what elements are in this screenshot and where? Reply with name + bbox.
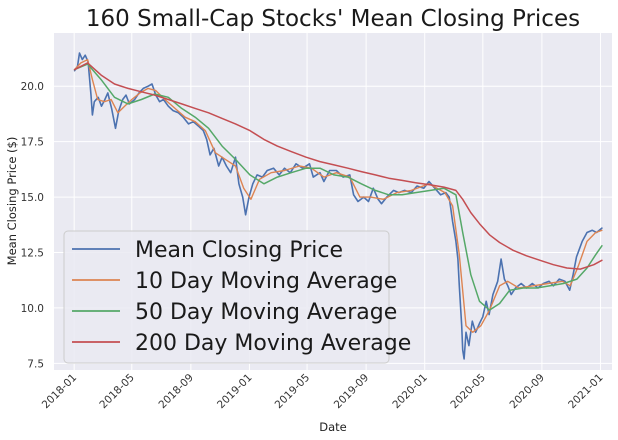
y-tick-label: 10.0 [21, 303, 44, 315]
legend-label-1: Mean Closing Price [135, 238, 343, 263]
series-line-3 [73, 63, 603, 311]
series-lines [73, 52, 603, 360]
x-tick-labels: 2018-01 2018-05 2018-09 2019-01 2019-05 2019-… [40, 372, 606, 412]
x-tick-label: 2019-01 [215, 372, 255, 412]
x-tick-label: 2020-01 [390, 372, 430, 412]
y-tick-label: 12.5 [21, 247, 44, 259]
x-tick-label: 2020-05 [448, 372, 488, 412]
legend-label-4: 200 Day Moving Average [135, 331, 411, 356]
y-tick-label: 20.0 [21, 81, 44, 93]
y-tick-label: 17.5 [21, 137, 44, 149]
legend-label-3: 50 Day Moving Average [135, 300, 397, 325]
x-tick-label: 2018-05 [97, 372, 137, 412]
x-axis-label: Date [319, 420, 347, 434]
legend: Mean Closing Price 10 Day Moving Average 5… [63, 230, 411, 364]
legend-box [63, 230, 390, 364]
y-tick-label: 7.5 [27, 358, 44, 370]
x-tick-label: 2018-01 [40, 372, 80, 412]
y-axis-label: Mean Closing Price ($) [5, 137, 19, 266]
x-tick-label: 2018-09 [156, 372, 196, 412]
x-tick-label: 2019-09 [332, 372, 372, 412]
y-tick-label: 15.0 [21, 192, 44, 204]
x-tick-label: 2020-09 [508, 372, 548, 412]
y-tick-labels: 7.5 10.0 12.5 15.0 17.5 20.0 [21, 81, 44, 370]
x-tick-label: 2021-01 [566, 372, 606, 412]
legend-label-2: 10 Day Moving Average [135, 269, 397, 294]
chart-title: 160 Small-Cap Stocks' Mean Closing Price… [86, 6, 580, 32]
x-tick-label: 2019-05 [273, 372, 313, 412]
series-line-4 [73, 62, 603, 270]
